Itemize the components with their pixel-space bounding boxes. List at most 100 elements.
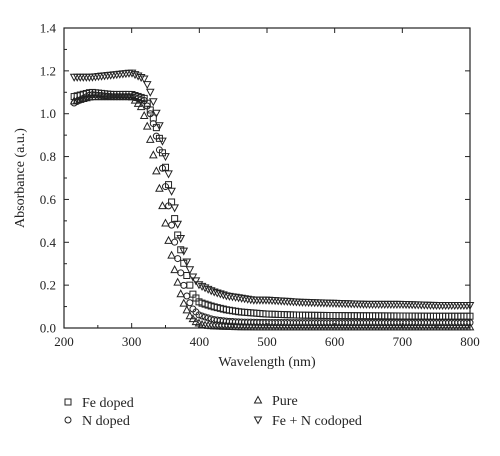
legend-marker-triangle-up-icon: [253, 395, 263, 404]
legend-item-fe-doped: Fe doped: [64, 396, 134, 411]
data-point: [155, 183, 164, 192]
y-axis: 0.0 0.2 0.4 0.6 0.8 1.0 1.2 1.4: [40, 21, 470, 336]
data-point: [145, 134, 155, 143]
legend-marker: [253, 395, 263, 404]
y-axis-label: Absorbance (a.u.): [13, 128, 28, 228]
data-point: [78, 93, 88, 103]
series-triangle-up: [69, 92, 475, 331]
x-tick-label: 500: [257, 334, 277, 349]
data-point: [69, 96, 79, 105]
data-point: [142, 121, 152, 130]
data-point: [183, 272, 191, 279]
data-point: [194, 281, 204, 290]
data-point: [185, 266, 195, 275]
legend-marker-triangle-down-icon: [253, 416, 263, 425]
data-point: [152, 166, 161, 175]
data-point: [167, 250, 176, 259]
data-point: [146, 110, 154, 118]
y-tick-label: 1.0: [40, 106, 56, 121]
legend-marker: [253, 416, 263, 425]
data-point: [158, 137, 167, 146]
data-point: [170, 204, 179, 213]
data-point: [148, 98, 158, 107]
data-point: [161, 153, 170, 162]
data-point: [219, 291, 228, 300]
data-point: [195, 311, 203, 319]
data-point: [465, 322, 475, 331]
series-layer: [69, 69, 475, 331]
data-point: [201, 313, 209, 321]
data-point: [133, 72, 143, 81]
data-point: [162, 163, 169, 171]
y-tick-label: 0.8: [40, 149, 56, 164]
data-point: [198, 312, 206, 320]
data-point: [186, 281, 194, 289]
data-point: [136, 74, 146, 83]
data-point: [173, 277, 183, 286]
data-point: [145, 88, 155, 97]
legend-marker: [64, 398, 72, 406]
data-point: [167, 187, 176, 196]
data-point: [136, 102, 146, 111]
series-square: [70, 88, 474, 320]
x-tick-label: 200: [54, 334, 74, 349]
data-point: [200, 284, 210, 293]
data-point: [191, 277, 201, 286]
legend-item-n-doped: N doped: [64, 414, 130, 429]
x-tick-label: 700: [393, 334, 413, 349]
legend-item-fe-n-codoped: Fe + N codoped: [253, 414, 362, 429]
data-point: [158, 201, 167, 210]
data-point: [127, 92, 137, 101]
x-tick-label: 300: [122, 334, 142, 349]
data-point: [188, 314, 198, 323]
y-tick-label: 0.0: [40, 321, 56, 336]
series-circle: [70, 91, 474, 327]
data-point: [81, 93, 91, 102]
data-point: [152, 132, 160, 140]
data-point: [171, 238, 179, 246]
data-point: [170, 265, 179, 274]
data-point: [176, 289, 186, 298]
data-point: [465, 302, 475, 311]
data-point: [203, 285, 213, 294]
legend-marker-square-icon: [64, 398, 72, 406]
y-tick-label: 0.6: [40, 192, 57, 207]
x-axis-label: Wavelength (nm): [218, 355, 316, 370]
data-point: [152, 109, 161, 118]
legend-label-pure: Pure: [272, 394, 298, 409]
data-point: [142, 81, 152, 90]
data-point: [183, 292, 191, 300]
data-point: [155, 122, 164, 131]
data-point: [158, 164, 166, 172]
data-point: [162, 183, 169, 191]
y-tick-label: 0.4: [40, 235, 57, 250]
data-point: [209, 288, 219, 297]
data-point: [161, 218, 170, 227]
legend-label-fe-n-codoped: Fe + N codoped: [272, 414, 362, 429]
data-point: [168, 221, 176, 229]
data-point: [179, 247, 189, 256]
data-point: [140, 97, 148, 105]
data-point: [186, 299, 194, 307]
data-point: [139, 75, 149, 84]
data-point: [185, 311, 195, 320]
legend-marker-circle-icon: [64, 416, 72, 424]
data-point: [143, 102, 151, 110]
data-point: [197, 282, 207, 291]
data-point: [75, 94, 85, 103]
data-point: [133, 98, 143, 107]
data-point: [188, 273, 198, 282]
series-triangle-down: [69, 69, 475, 311]
data-point: [173, 220, 183, 229]
data-point: [182, 305, 192, 314]
x-tick-label: 400: [190, 334, 210, 349]
data-point: [215, 290, 225, 299]
data-point: [182, 258, 192, 267]
x-tick-label: 800: [460, 334, 480, 349]
data-point: [164, 170, 173, 179]
data-point: [139, 110, 149, 120]
y-tick-label: 0.2: [40, 278, 56, 293]
data-point: [130, 71, 140, 80]
